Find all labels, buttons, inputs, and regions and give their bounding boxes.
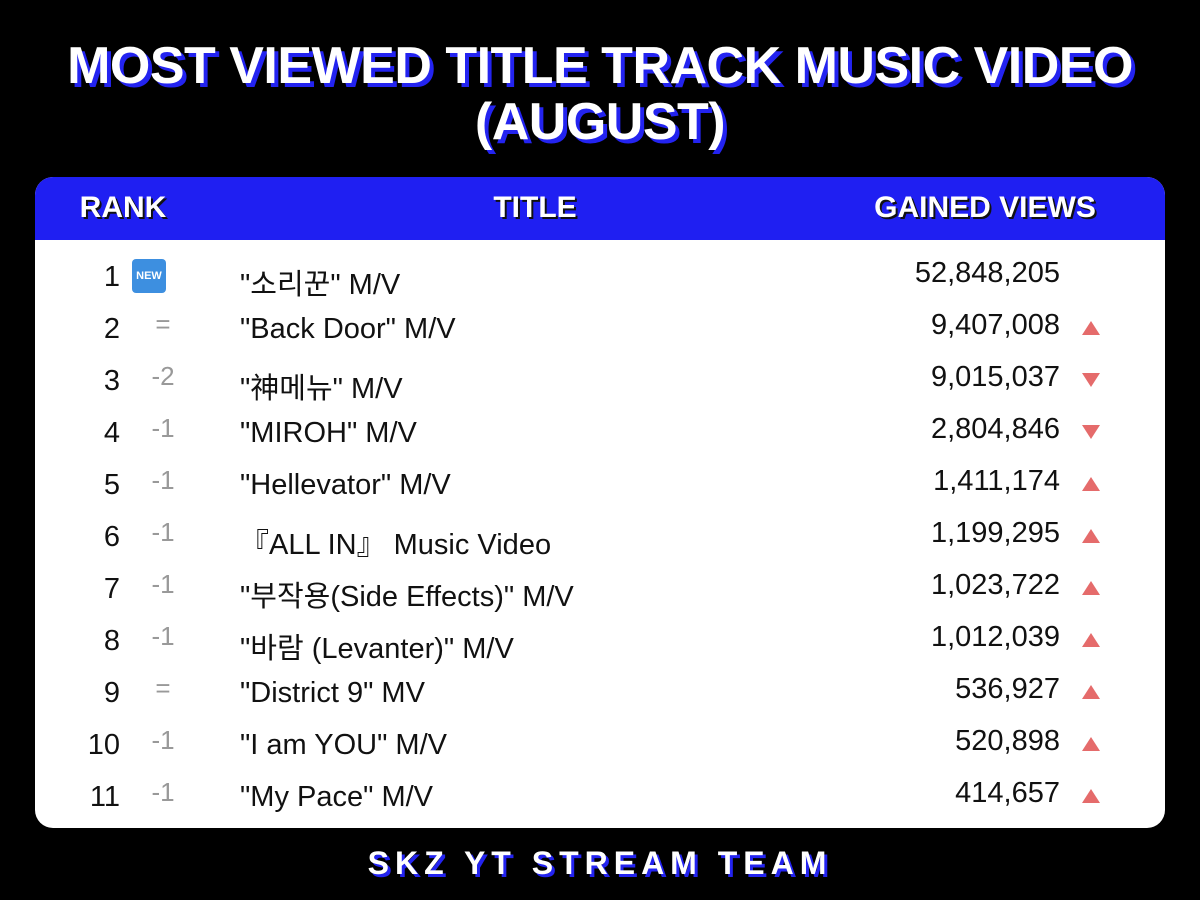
triangle — [1082, 685, 1100, 699]
table-row: 9 = "District 9" MV 536,927 — [35, 665, 1165, 717]
triangle — [1082, 321, 1100, 335]
rank-change: -2 — [151, 361, 175, 391]
gained-views: 2,804,846 — [930, 413, 1060, 445]
video-title: "MIROH" M/V — [240, 417, 417, 449]
trend-arrow — [1082, 425, 1100, 439]
rank-change: -1 — [151, 465, 175, 495]
rank: 10 — [87, 729, 120, 761]
trend-arrow — [1082, 321, 1100, 335]
rank-change: -1 — [151, 725, 175, 755]
video-title: "District 9" MV — [240, 677, 425, 709]
triangle — [1082, 529, 1100, 543]
video-title: "Back Door" M/V — [240, 313, 456, 345]
rank-change: -1 — [151, 621, 175, 651]
trend-arrow — [1082, 477, 1100, 491]
trend-arrow — [1082, 789, 1100, 803]
gained-views: 536,927 — [955, 673, 1060, 705]
triangle — [1082, 425, 1100, 439]
gained-views: 414,657 — [955, 777, 1060, 809]
table-row: 11 -1 "My Pace" M/V 414,657 — [35, 769, 1165, 821]
rank: 7 — [103, 573, 120, 605]
table-row: 10 -1 "I am YOU" M/V 520,898 — [35, 717, 1165, 769]
triangle — [1082, 373, 1100, 387]
table-row: 4 -1 "MIROH" M/V 2,804,846 — [35, 405, 1165, 457]
triangle — [1082, 581, 1100, 595]
rank-change: = — [155, 309, 171, 339]
rank: 9 — [103, 677, 120, 709]
rank-change: = — [155, 673, 171, 703]
table-row: 5 -1 "Hellevator" M/V 1,411,174 — [35, 457, 1165, 509]
table-row: 1 NEW "소리꾼" M/V 52,848,205 — [35, 249, 1165, 301]
triangle — [1082, 737, 1100, 751]
rank-change: -1 — [151, 517, 175, 547]
column-header: GAINED VIEWS — [874, 191, 1096, 224]
table-header: RANK TITLE GAINED VIEWS — [35, 177, 1165, 240]
triangle — [1082, 477, 1100, 491]
video-title: "My Pace" M/V — [240, 781, 434, 813]
triangle — [1082, 789, 1100, 803]
rank-change: -1 — [151, 413, 175, 443]
gained-views: 9,407,008 — [930, 309, 1060, 341]
gained-views: 1,411,174 — [933, 465, 1060, 497]
video-title: 『ALL IN』 Music Video — [240, 529, 552, 561]
column-header: TITLE — [493, 191, 577, 224]
rank-change: -1 — [151, 777, 175, 807]
trend-arrow — [1082, 633, 1100, 647]
table-row: 3 -2 "神메뉴" M/V 9,015,037 — [35, 353, 1165, 405]
table-row: 2 = "Back Door" M/V 9,407,008 — [35, 301, 1165, 353]
footer: SKZ YT STREAM TEAM — [367, 845, 833, 881]
gained-views: 1,012,039 — [930, 621, 1060, 653]
video-title: "바람 (Levanter)" M/V — [240, 633, 514, 665]
gained-views: 520,898 — [955, 725, 1060, 757]
rank-change: -1 — [151, 569, 175, 599]
gained-views: 1,199,295 — [930, 517, 1060, 549]
video-title: "神메뉴" M/V — [240, 373, 403, 405]
trend-arrow — [1082, 685, 1100, 699]
gained-views: 9,015,037 — [930, 361, 1060, 393]
gained-views: 52,848,205 — [914, 257, 1060, 289]
table-row: 7 -1 "부작용(Side Effects)" M/V 1,023,722 — [35, 561, 1165, 613]
gained-views: 1,023,722 — [930, 569, 1060, 601]
video-title: "I am YOU" M/V — [240, 729, 447, 761]
rank: 11 — [89, 781, 120, 813]
triangle — [1082, 633, 1100, 647]
rank: 3 — [103, 365, 120, 397]
rank: 4 — [103, 417, 120, 449]
trend-arrow — [1082, 373, 1100, 387]
trend-arrow — [1082, 737, 1100, 751]
video-title: "부작용(Side Effects)" M/V — [240, 581, 574, 613]
rank: 6 — [103, 521, 120, 553]
trend-arrow — [1082, 581, 1100, 595]
rank: 5 — [103, 469, 120, 501]
table-row: 6 -1 『ALL IN』 Music Video 1,199,295 — [35, 509, 1165, 561]
table: RANK TITLE GAINED VIEWS 1 NEW "소리꾼" M/V 52,… — [35, 177, 1165, 828]
rank: 8 — [103, 625, 120, 657]
rank: 2 — [103, 313, 120, 345]
table-row: 8 -1 "바람 (Levanter)" M/V 1,012,039 — [35, 613, 1165, 665]
trend-arrow — [1082, 529, 1100, 543]
new-badge: NEW — [132, 259, 166, 293]
title: MOST VIEWED TITLE TRACK MUSIC VIDEO — [67, 37, 1133, 95]
rank: 1 — [103, 261, 120, 293]
video-title: "Hellevator" M/V — [240, 469, 451, 501]
video-title: "소리꾼" M/V — [240, 269, 401, 301]
column-header: RANK — [79, 191, 167, 224]
title: (AUGUST) — [474, 93, 726, 151]
